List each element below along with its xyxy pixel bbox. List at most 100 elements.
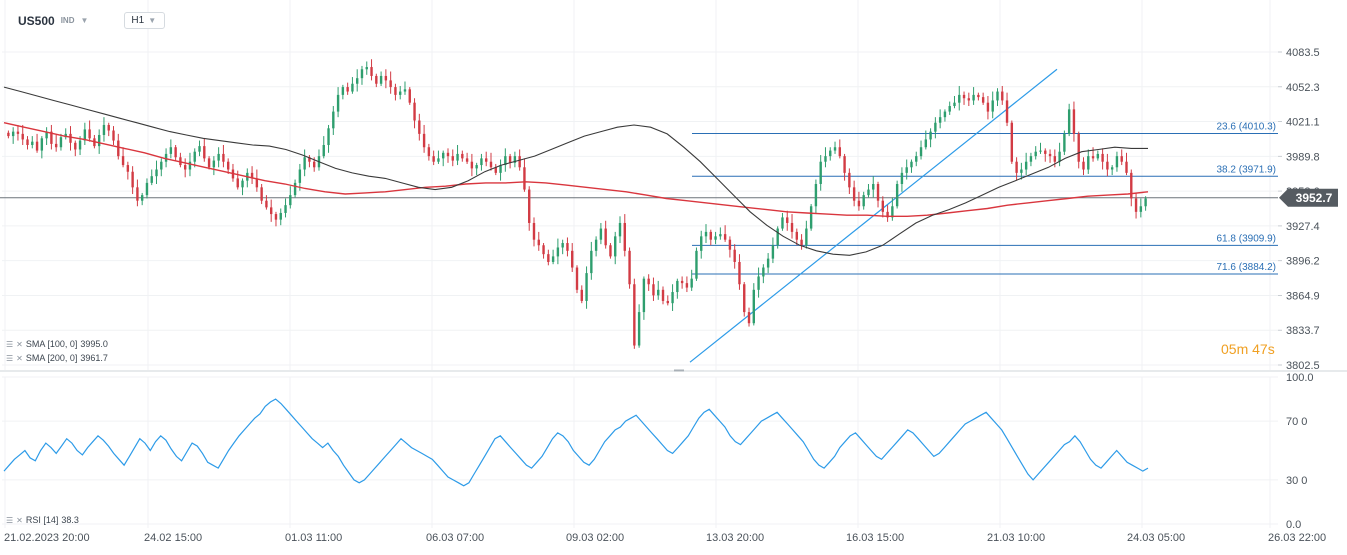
candle-body xyxy=(1091,156,1095,159)
rsi-axis: 100.0 70 0 30 0 0.0 xyxy=(1286,372,1314,531)
candle-body xyxy=(905,167,908,173)
candle-body xyxy=(504,156,507,166)
candle-body xyxy=(719,234,722,237)
candle-body xyxy=(728,239,732,250)
timeframe-selector[interactable]: H1 ▼ xyxy=(124,12,166,29)
candle-body xyxy=(1063,133,1066,152)
candle-body xyxy=(690,278,693,288)
candle-body xyxy=(1005,100,1009,123)
candle-body xyxy=(279,212,282,220)
sma200-label: SMA [200, 0] xyxy=(25,353,78,363)
sma100-legend: ☰ ✕ SMA [100, 0] 3995.0 xyxy=(6,339,108,349)
candle-body xyxy=(1020,169,1023,173)
rsi-tick-label: 70 0 xyxy=(1286,416,1307,428)
candle-body xyxy=(814,183,818,207)
menu-icon[interactable]: ☰ xyxy=(6,339,14,349)
price-tick-label: 3989.8 xyxy=(1286,151,1320,163)
countdown-seconds-unit: s xyxy=(1267,341,1275,357)
candle-body xyxy=(69,133,72,143)
candle-body xyxy=(671,292,674,304)
candle-body xyxy=(566,243,569,251)
candle-body xyxy=(1058,151,1061,162)
candle-body xyxy=(50,131,53,144)
candle-body xyxy=(1067,109,1071,134)
candle-body xyxy=(781,217,784,229)
candle-body xyxy=(64,133,67,138)
candle-body xyxy=(303,157,306,170)
candle-body xyxy=(580,289,583,301)
candle-body xyxy=(561,243,564,248)
candle-body xyxy=(551,256,555,262)
candle-body xyxy=(786,217,789,223)
candle-body xyxy=(1144,198,1147,207)
candle-body xyxy=(1029,156,1033,162)
candle-body xyxy=(528,189,531,223)
price-axis: 4083.54052.34021.13989.83958.63927.43896… xyxy=(1278,47,1320,372)
candle-body xyxy=(642,278,646,313)
candle-body xyxy=(1015,161,1018,173)
countdown-minutes-unit: m xyxy=(1236,341,1249,357)
rsi-label: RSI [14] xyxy=(25,515,59,525)
candle-body xyxy=(155,169,158,177)
candle-countdown: 05m 47s xyxy=(1221,341,1275,357)
candle-body xyxy=(126,165,130,172)
candle-body xyxy=(394,87,397,95)
price-badge-shape xyxy=(1279,188,1338,207)
candle-body xyxy=(723,234,727,240)
candle-body xyxy=(360,69,364,79)
candle-body xyxy=(891,206,894,218)
fib-level-label: 71.6 (3884.2) xyxy=(1217,262,1277,273)
candle-body xyxy=(633,284,636,346)
candle-body xyxy=(322,145,325,157)
candle-body xyxy=(112,130,115,141)
candle-body xyxy=(21,133,24,140)
candle-body xyxy=(236,178,239,188)
candle-body xyxy=(241,180,244,188)
fib-level-label: 61.8 (3909.9) xyxy=(1217,233,1277,244)
candle-body xyxy=(1120,156,1123,162)
candle-body xyxy=(480,158,483,166)
symbol-dropdown-icon[interactable]: ▼ xyxy=(80,16,89,25)
candle-body xyxy=(269,207,273,215)
candle-body xyxy=(365,67,368,70)
candle-body xyxy=(575,267,579,290)
menu-icon[interactable]: ☰ xyxy=(6,353,14,363)
candle-body xyxy=(556,247,560,257)
time-tick-label: 09.03 02:00 xyxy=(566,532,624,544)
candle-body xyxy=(747,312,751,324)
candle-body xyxy=(332,111,335,129)
candle-body xyxy=(260,187,263,201)
candle-body xyxy=(910,161,913,168)
candle-body xyxy=(117,140,120,157)
candle-body xyxy=(657,289,660,296)
close-icon[interactable]: ✕ xyxy=(16,353,23,363)
candle-body xyxy=(996,91,999,101)
menu-icon[interactable]: ☰ xyxy=(6,515,14,525)
candle-body xyxy=(40,138,44,151)
fib-level-label: 23.6 (4010.3) xyxy=(1217,122,1277,133)
candle-body xyxy=(614,236,617,257)
candle-body xyxy=(212,160,216,168)
candle-body xyxy=(700,236,703,251)
time-axis: 21.02.2023 20:00 24.02 15:00 01.03 11:00 06… xyxy=(4,532,1326,544)
candle-body xyxy=(1053,156,1057,162)
candle-body xyxy=(929,131,932,140)
candle-body xyxy=(375,75,378,84)
price-tick-label: 4052.3 xyxy=(1286,82,1320,94)
sma200-value: 3961.7 xyxy=(80,353,108,363)
candle-body xyxy=(475,165,478,169)
candle-body xyxy=(188,161,192,170)
candle-body xyxy=(685,283,689,288)
candle-body xyxy=(1001,91,1004,101)
candle-body xyxy=(919,147,923,157)
candle-body xyxy=(738,261,741,285)
close-icon[interactable]: ✕ xyxy=(16,339,23,349)
close-icon[interactable]: ✕ xyxy=(16,515,23,525)
candle-body xyxy=(356,78,359,84)
symbol-name[interactable]: US500 xyxy=(18,13,55,28)
candle-body xyxy=(824,156,827,162)
candle-body xyxy=(771,245,775,259)
pane-resize-handle[interactable] xyxy=(674,369,684,372)
candle-body xyxy=(862,195,865,207)
